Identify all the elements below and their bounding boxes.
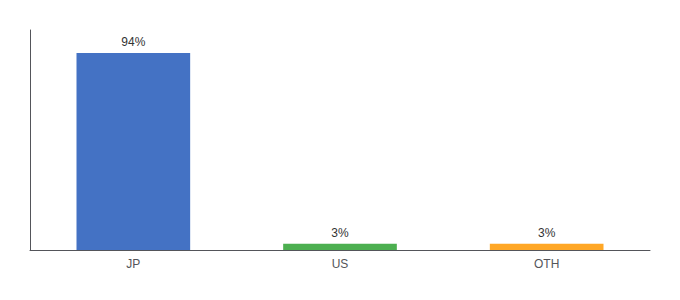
svg-text:US: US	[332, 257, 349, 271]
svg-text:3%: 3%	[331, 226, 349, 240]
svg-text:3%: 3%	[538, 226, 556, 240]
svg-text:94%: 94%	[121, 35, 145, 49]
svg-text:JP: JP	[126, 257, 140, 271]
svg-text:OTH: OTH	[534, 257, 559, 271]
